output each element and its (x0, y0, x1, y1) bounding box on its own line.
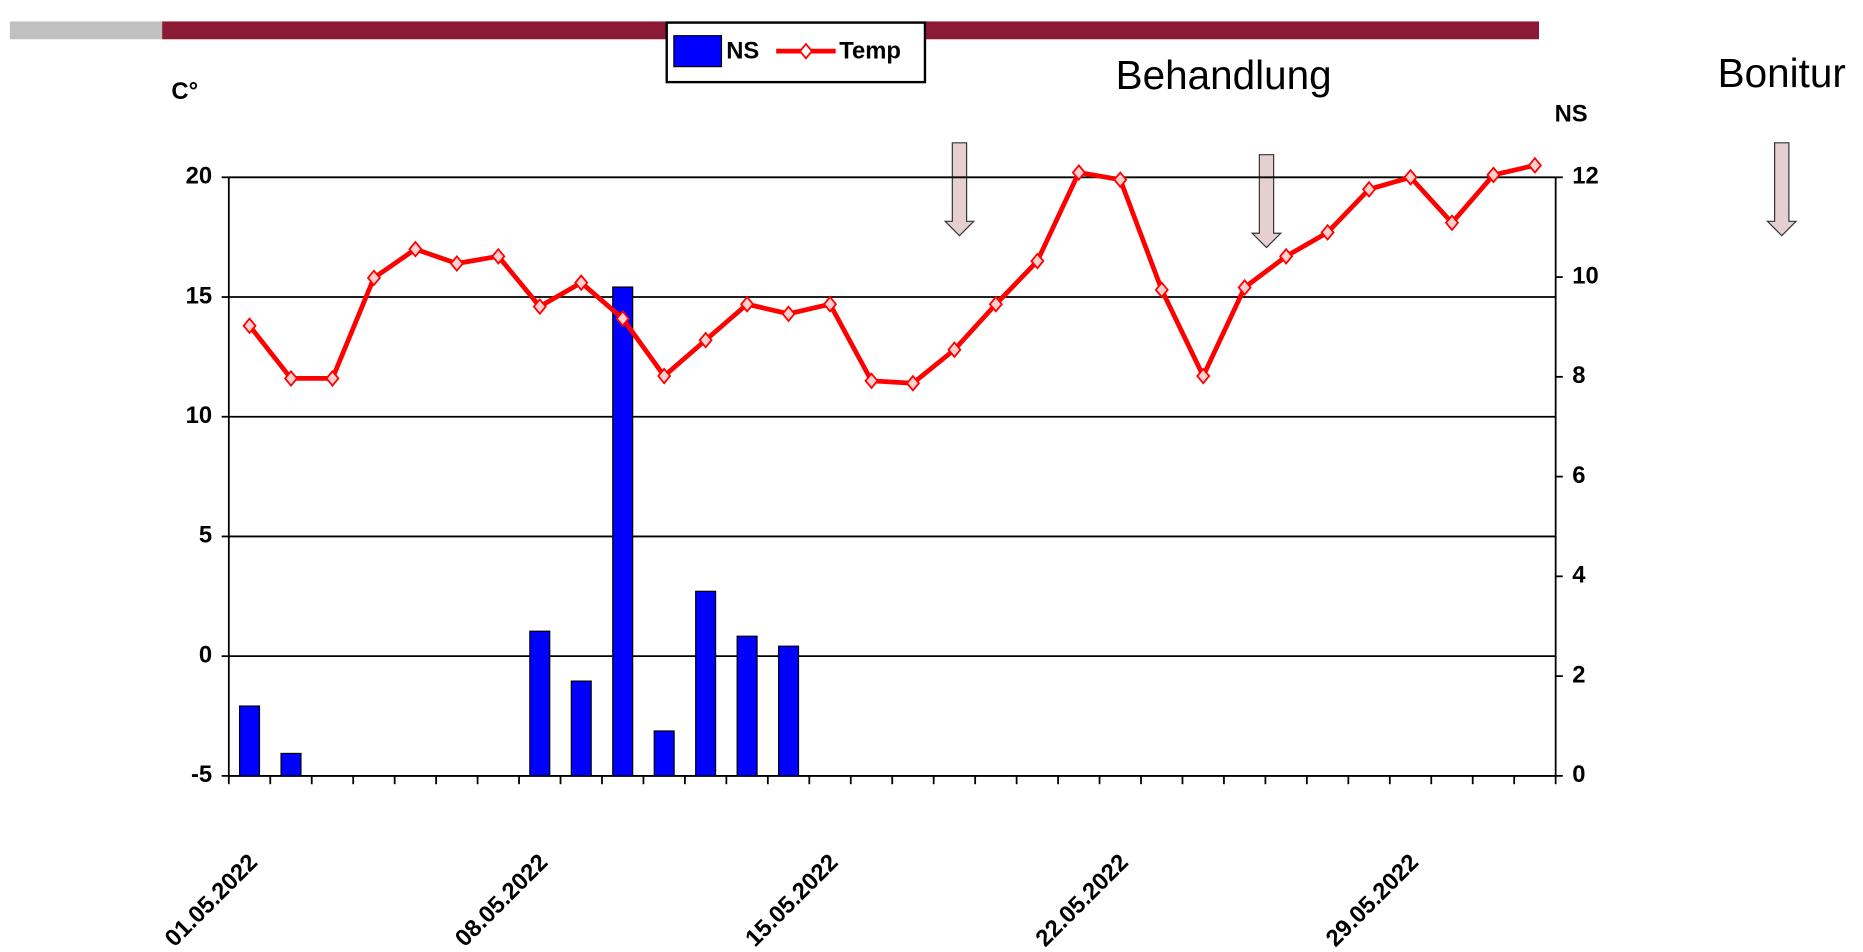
marker (283, 369, 299, 387)
marker (491, 247, 506, 265)
line (247, 163, 1536, 386)
bar (653, 730, 675, 777)
bar (238, 705, 261, 777)
marker (988, 295, 1004, 313)
marker (1237, 278, 1252, 296)
y-tick-label: -5 (191, 761, 212, 788)
bar (529, 630, 551, 777)
y-tick-label: 10 (186, 402, 212, 429)
marker (781, 305, 796, 323)
legend-marker (798, 42, 814, 60)
marker (1154, 281, 1169, 299)
annotation: Bonitur (1718, 50, 1846, 96)
y-tick-label: 5 (199, 522, 212, 549)
y2-tick-label: 10 (1572, 262, 1598, 289)
marker (1403, 168, 1418, 186)
marker (1361, 180, 1377, 198)
y-tick-label: 15 (186, 282, 212, 309)
marker (366, 269, 382, 287)
marker (1196, 367, 1211, 385)
arrow (943, 142, 976, 237)
x-tick-label: 01.05.2022 (160, 849, 263, 952)
bar (778, 645, 800, 777)
annotation: Behandlung (1116, 52, 1332, 98)
marker (1071, 163, 1086, 182)
marker (1279, 247, 1294, 265)
y2-tick-label: 0 (1572, 761, 1585, 788)
y2-tick-label: 12 (1572, 163, 1598, 190)
y2-axis-label: NS (1555, 101, 1588, 128)
marker (532, 298, 547, 316)
marker (449, 254, 464, 273)
y2-tick-label: 2 (1572, 661, 1585, 688)
marker (947, 341, 962, 359)
marker (1486, 166, 1501, 184)
x-tick-label: 15.05.2022 (740, 849, 843, 952)
legend-swatch (673, 35, 723, 68)
marker (574, 274, 589, 292)
marker (1444, 214, 1460, 232)
marker (822, 295, 838, 313)
y2-tick-label: 8 (1572, 362, 1585, 389)
bar (612, 286, 634, 777)
marker (1030, 252, 1045, 270)
legend-label: NS (726, 38, 759, 65)
marker (864, 372, 879, 390)
legend-label: Temp (839, 38, 901, 65)
marker (1527, 156, 1543, 174)
y-tick-label: 0 (199, 641, 212, 668)
y2-tick-label: 6 (1572, 462, 1585, 489)
marker (325, 369, 340, 387)
legend: NS Temp (665, 21, 927, 84)
marker (657, 367, 672, 385)
marker (615, 310, 630, 328)
x-tick-label: 22.05.2022 (1030, 849, 1133, 952)
x-tick-label: 08.05.2022 (450, 849, 553, 952)
y2-tick-label: 4 (1572, 562, 1586, 589)
marker (408, 240, 423, 258)
bar (736, 635, 758, 777)
arrow (1250, 154, 1283, 249)
header-bar-gray (9, 21, 163, 40)
marker (242, 317, 257, 335)
marker (1113, 171, 1128, 189)
marker (739, 295, 755, 313)
marker (1320, 223, 1335, 241)
bar (695, 590, 717, 777)
y-tick-label: 20 (186, 163, 212, 190)
marker (905, 374, 921, 392)
y-axis-label: C° (171, 78, 198, 105)
marker (698, 331, 713, 349)
arrow (1766, 142, 1798, 237)
bar (570, 680, 592, 777)
x-tick-label: 29.05.2022 (1321, 849, 1424, 952)
bar (280, 752, 302, 777)
